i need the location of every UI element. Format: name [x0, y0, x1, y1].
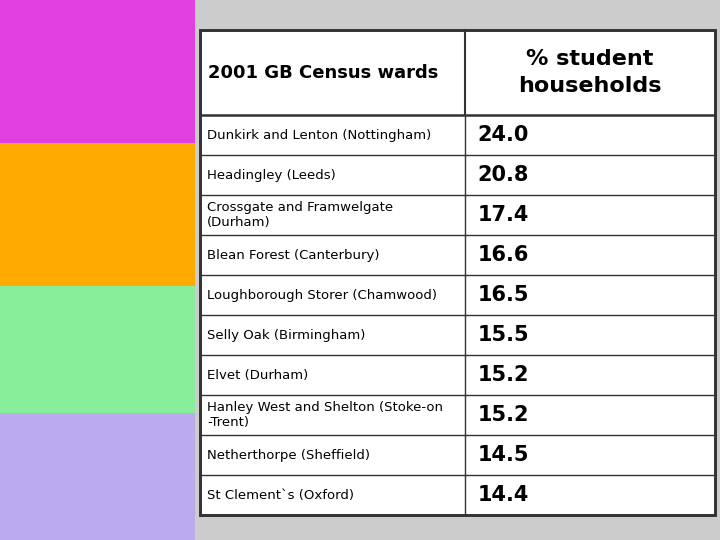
Text: 17.4: 17.4 [477, 205, 528, 225]
Text: 16.6: 16.6 [477, 245, 528, 265]
Text: 20.8: 20.8 [477, 165, 528, 185]
Text: 15.2: 15.2 [477, 365, 528, 385]
Text: Hanley West and Shelton (Stoke-on
-Trent): Hanley West and Shelton (Stoke-on -Trent… [207, 401, 443, 429]
Text: Netherthorpe (Sheffield): Netherthorpe (Sheffield) [207, 449, 370, 462]
Bar [0, 413, 195, 540]
Text: 14.4: 14.4 [477, 485, 528, 505]
Text: 15.2: 15.2 [477, 405, 528, 425]
Text: Elvet (Durham): Elvet (Durham) [207, 368, 308, 381]
Text: 2001 GB Census wards: 2001 GB Census wards [208, 64, 438, 82]
Text: 15.5: 15.5 [477, 325, 529, 345]
Text: % student
households: % student households [518, 49, 662, 96]
Text: Blean Forest (Canterbury): Blean Forest (Canterbury) [207, 248, 379, 261]
Text: Loughborough Storer (Chamwood): Loughborough Storer (Chamwood) [207, 288, 437, 301]
Text: Headingley (Leeds): Headingley (Leeds) [207, 168, 336, 181]
Bar [0, 286, 195, 413]
Text: Selly Oak (Birmingham): Selly Oak (Birmingham) [207, 328, 365, 341]
Bar [0, 143, 195, 286]
Bar [0, 0, 195, 143]
Text: St Clement`s (Oxford): St Clement`s (Oxford) [207, 489, 354, 502]
Text: 24.0: 24.0 [477, 125, 528, 145]
Text: Crossgate and Framwelgate
(Durham): Crossgate and Framwelgate (Durham) [207, 201, 393, 230]
Text: Dunkirk and Lenton (Nottingham): Dunkirk and Lenton (Nottingham) [207, 129, 431, 141]
Bar [200, 30, 715, 515]
Text: 14.5: 14.5 [477, 445, 528, 465]
Bar [200, 30, 715, 515]
Text: 16.5: 16.5 [477, 285, 528, 305]
